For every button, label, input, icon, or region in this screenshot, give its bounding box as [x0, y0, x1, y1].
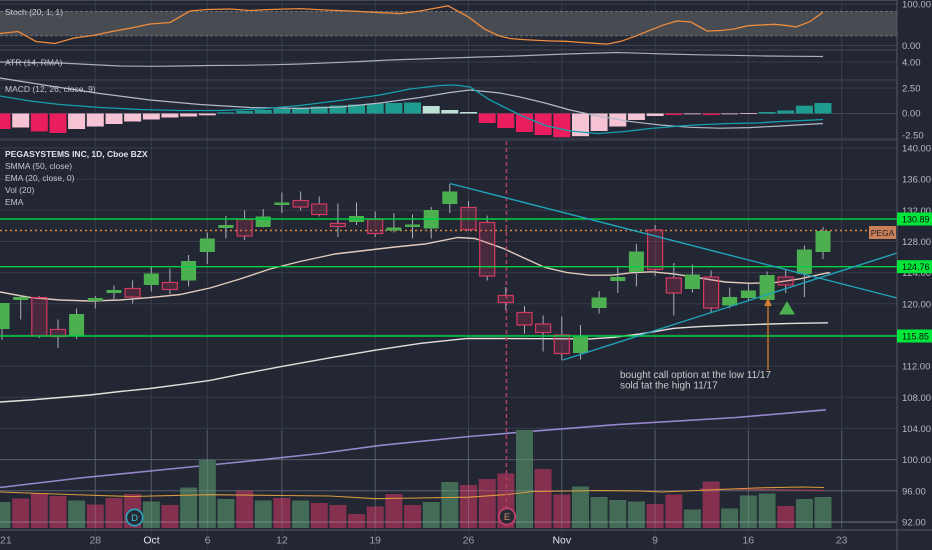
svg-text:sold tat the high 11/17: sold tat the high 11/17 [620, 381, 718, 392]
svg-text:130.89: 130.89 [902, 215, 930, 225]
svg-text:108.00: 108.00 [902, 393, 931, 404]
svg-text:28: 28 [89, 535, 101, 547]
svg-text:SMMA (50, close): SMMA (50, close) [5, 161, 72, 171]
svg-text:21: 21 [0, 535, 12, 547]
svg-text:124.76: 124.76 [902, 262, 930, 272]
svg-text:100.00: 100.00 [902, 455, 931, 466]
svg-text:128.00: 128.00 [902, 237, 931, 248]
svg-text:bought call option at the low: bought call option at the low 11/17 [620, 370, 771, 381]
svg-text:19: 19 [369, 535, 381, 547]
svg-text:136.00: 136.00 [902, 175, 931, 186]
svg-text:100.00: 100.00 [902, 0, 931, 11]
svg-text:Oct: Oct [143, 535, 159, 547]
svg-text:0.00: 0.00 [902, 109, 921, 120]
svg-text:124.00: 124.00 [902, 268, 931, 279]
svg-text:112.00: 112.00 [902, 362, 930, 373]
svg-text:92.00: 92.00 [902, 517, 926, 528]
svg-text:6: 6 [205, 535, 211, 547]
svg-text:Vol (20): Vol (20) [5, 185, 34, 195]
svg-text:2.50: 2.50 [902, 84, 921, 95]
svg-text:9: 9 [652, 535, 658, 547]
svg-text:D: D [131, 513, 138, 524]
svg-text:Nov: Nov [552, 535, 571, 547]
svg-text:23: 23 [836, 535, 848, 547]
svg-text:Stoch (20, 1, 1): Stoch (20, 1, 1) [5, 7, 63, 17]
svg-text:EMA: EMA [5, 197, 24, 207]
svg-text:96.00: 96.00 [902, 486, 926, 497]
svg-text:E: E [504, 512, 510, 523]
svg-text:104.00: 104.00 [902, 424, 931, 435]
svg-text:26: 26 [463, 535, 475, 547]
svg-text:PEGASYSTEMS INC, 1D, Cboe BZX: PEGASYSTEMS INC, 1D, Cboe BZX [5, 149, 148, 159]
svg-text:140.00: 140.00 [902, 144, 931, 155]
svg-text:MACD (12, 26, close, 9): MACD (12, 26, close, 9) [5, 84, 96, 94]
svg-text:12: 12 [276, 535, 288, 547]
svg-text:ATR (14, RMA): ATR (14, RMA) [5, 58, 63, 68]
svg-text:4.00: 4.00 [902, 58, 921, 69]
svg-text:PEGA: PEGA [871, 228, 895, 238]
svg-text:132.00: 132.00 [902, 206, 931, 217]
svg-text:120.00: 120.00 [902, 299, 931, 310]
svg-text:16: 16 [742, 535, 754, 547]
svg-text:-2.50: -2.50 [902, 131, 924, 142]
svg-text:EMA (20, close, 0): EMA (20, close, 0) [5, 173, 75, 183]
svg-text:0.00: 0.00 [902, 41, 921, 52]
svg-text:115.85: 115.85 [902, 332, 929, 342]
